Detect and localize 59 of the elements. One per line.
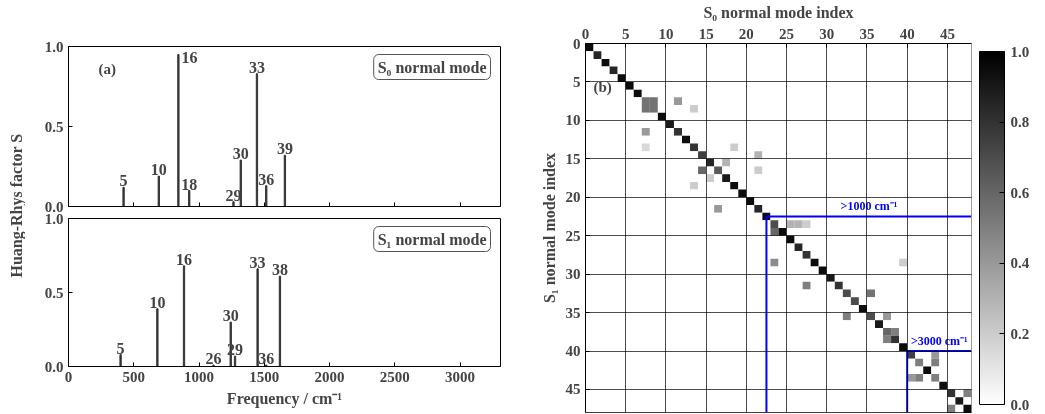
- y-tick-label: 35: [565, 304, 581, 321]
- y-tick-label: 0.0: [44, 358, 64, 375]
- color-bar-label: 0.4: [1010, 255, 1030, 272]
- annotation: 16: [176, 250, 192, 268]
- color-bar-label: 0.6: [1010, 184, 1030, 201]
- annotation: 5: [119, 172, 128, 190]
- annotation: 33: [248, 58, 265, 76]
- x-tick-label: 10: [658, 25, 674, 42]
- x-tick-label: 15: [698, 25, 714, 42]
- x-tick-label: 30: [819, 25, 835, 42]
- x-tick-label: 2500: [379, 368, 410, 385]
- x-axis-title: S₀ normal mode index: [703, 3, 854, 21]
- x-tick-label: 500: [122, 368, 146, 385]
- annotation: 38: [271, 261, 288, 279]
- color-bar-label: 0.8: [1010, 114, 1030, 131]
- x-tick-label: 40: [899, 25, 915, 42]
- y-tick-label: 30: [565, 266, 581, 283]
- x-axis-title: Frequency / cm⁻¹: [226, 389, 343, 408]
- annotation: 10: [150, 161, 167, 179]
- y-tick-label: 15: [565, 150, 581, 167]
- x-tick-label: 1000: [184, 368, 215, 385]
- x-tick-label: 20: [738, 25, 754, 42]
- annotation: 10: [149, 293, 166, 311]
- text: S₁ normal mode: [377, 230, 487, 248]
- y-tick-label: 1.0: [44, 38, 64, 55]
- y-tick-label: 25: [565, 227, 581, 244]
- color-bar-label: 1.0: [1010, 43, 1030, 60]
- y-tick-label: 45: [565, 381, 581, 398]
- annotation: 39: [276, 140, 293, 158]
- annotation: 36: [258, 170, 275, 188]
- annotation: 33: [249, 253, 266, 271]
- x-tick-label: 2000: [314, 368, 345, 385]
- y-axis-title: Huang-Rhys factor S: [8, 133, 26, 278]
- y-tick-label: 10: [565, 112, 581, 129]
- x-tick-label: 25: [779, 25, 795, 42]
- y-tick-label: 40: [565, 343, 581, 359]
- y-axis-title: S₁ normal mode index: [540, 152, 558, 304]
- x-tick-label: 35: [859, 25, 875, 42]
- text: S₀ normal mode: [377, 58, 487, 76]
- annotation: 26: [205, 350, 222, 368]
- annotation: 18: [181, 175, 198, 193]
- annotation: (b): [593, 78, 612, 96]
- y-tick-label: 20: [565, 189, 581, 206]
- annotation: 30: [232, 145, 249, 163]
- annotation: 36: [258, 350, 275, 368]
- x-tick-label: 3000: [445, 368, 476, 385]
- y-tick-label: 5: [573, 73, 581, 90]
- x-tick-label: 5: [621, 25, 630, 42]
- annotation: (a): [98, 60, 116, 78]
- color-bar-label: 0.0: [1010, 396, 1030, 413]
- color-bar-label: 0.2: [1010, 325, 1030, 342]
- y-tick-label: 0.0: [44, 198, 64, 215]
- annotation: 5: [116, 339, 125, 357]
- x-tick-label: 45: [939, 25, 955, 42]
- y-tick-label: 0.5: [44, 118, 64, 135]
- annotation: 30: [222, 307, 239, 325]
- x-tick-label: 1500: [249, 368, 280, 385]
- annotation: 16: [181, 48, 198, 66]
- y-tick-label: 0.5: [44, 284, 64, 301]
